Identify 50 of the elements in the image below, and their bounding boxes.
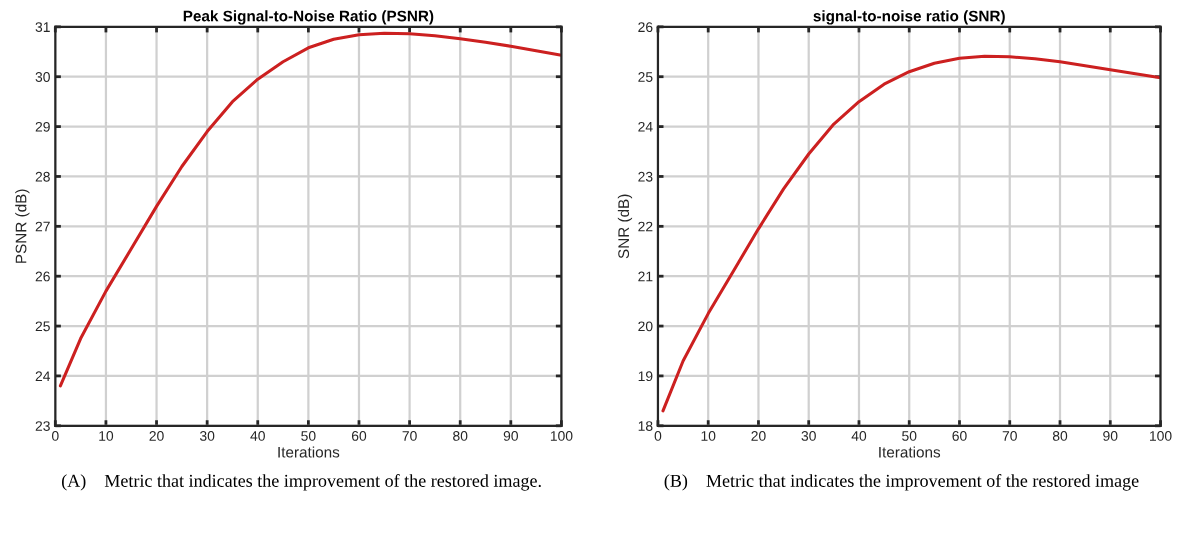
x-tick-label: 80 [1052, 431, 1068, 441]
x-tick-label: 50 [301, 431, 316, 441]
y-axis-title: PSNR (dB) [15, 189, 30, 263]
y-tick-label: 25 [638, 72, 653, 82]
y-tick-label: 26 [35, 271, 50, 282]
x-tick-label: 30 [801, 431, 816, 441]
y-tick-label: 20 [638, 321, 653, 332]
y-tick-label: 29 [35, 121, 50, 132]
y-tick-label: 21 [638, 271, 653, 282]
y-tick-label: 30 [35, 72, 50, 82]
y-tick-label: 28 [35, 171, 50, 182]
line-series [58, 31, 562, 388]
y-tick-label: 25 [35, 321, 50, 332]
x-tick-label: 90 [1103, 431, 1118, 441]
y-tick-label: 24 [638, 121, 653, 132]
x-tick-label: 50 [902, 431, 917, 441]
x-axis-title: Iterations [278, 446, 340, 458]
x-tick-label: 60 [952, 431, 967, 441]
y-tick-label: 31 [35, 22, 50, 33]
x-tick-label: 40 [250, 431, 265, 441]
x-tick-label: 100 [550, 431, 573, 441]
line-series [661, 54, 1161, 413]
y-tick-label: 24 [35, 371, 51, 381]
x-tick-label: 80 [453, 431, 468, 441]
y-tick-label: 26 [638, 22, 653, 33]
chart-title: signal-to-noise ratio (SNR) [813, 10, 1005, 25]
x-tick-label: 30 [199, 431, 215, 441]
x-tick-label: 40 [851, 431, 867, 441]
x-tick-label: 70 [402, 431, 417, 441]
y-tick-label: 23 [638, 171, 653, 182]
x-tick-label: 10 [701, 431, 716, 441]
x-tick-label: 10 [99, 431, 114, 441]
x-tick-label: 60 [351, 431, 367, 441]
x-tick-label: 0 [52, 431, 59, 441]
y-tick-label: 23 [35, 421, 50, 431]
y-tick-label: 19 [638, 371, 653, 382]
text: (B) Metric that indicates the improvement of the restored image [664, 474, 1139, 491]
y-tick-label: 18 [638, 421, 653, 431]
x-tick-label: 20 [751, 431, 766, 441]
x-tick-label: 70 [1002, 431, 1017, 441]
x-tick-label: 20 [149, 431, 164, 441]
y-tick-label: 22 [638, 221, 653, 232]
x-tick-label: 90 [503, 431, 518, 441]
y-tick-label: 27 [35, 221, 50, 232]
y-axis-title: SNR (dB) [617, 194, 633, 259]
chart-title: Peak Signal-to-Noise Ratio (PSNR) [183, 10, 434, 25]
x-tick-label: 100 [1150, 431, 1172, 441]
x-axis-title: Iterations [879, 446, 941, 458]
text: (A) Metric that indicates the improvement of the restored image. [62, 474, 541, 491]
x-tick-label: 0 [654, 431, 662, 441]
